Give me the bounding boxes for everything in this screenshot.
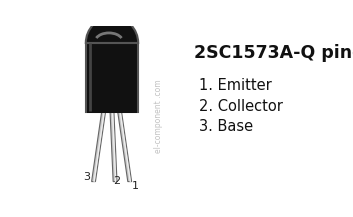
Bar <box>86 110 137 113</box>
Text: 2SC1573A-Q pinout: 2SC1573A-Q pinout <box>193 44 353 62</box>
Polygon shape <box>118 112 132 182</box>
Polygon shape <box>110 112 117 182</box>
Bar <box>86 43 138 112</box>
Text: el-component .com: el-component .com <box>155 79 163 153</box>
Wedge shape <box>86 17 138 43</box>
Text: 1. Emitter: 1. Emitter <box>199 78 272 93</box>
Text: 2: 2 <box>113 176 120 186</box>
Text: 2. Collector: 2. Collector <box>199 99 283 114</box>
Text: 3: 3 <box>84 172 90 182</box>
Text: 3. Base: 3. Base <box>199 119 253 134</box>
Text: 1: 1 <box>132 181 139 191</box>
Polygon shape <box>91 112 106 182</box>
